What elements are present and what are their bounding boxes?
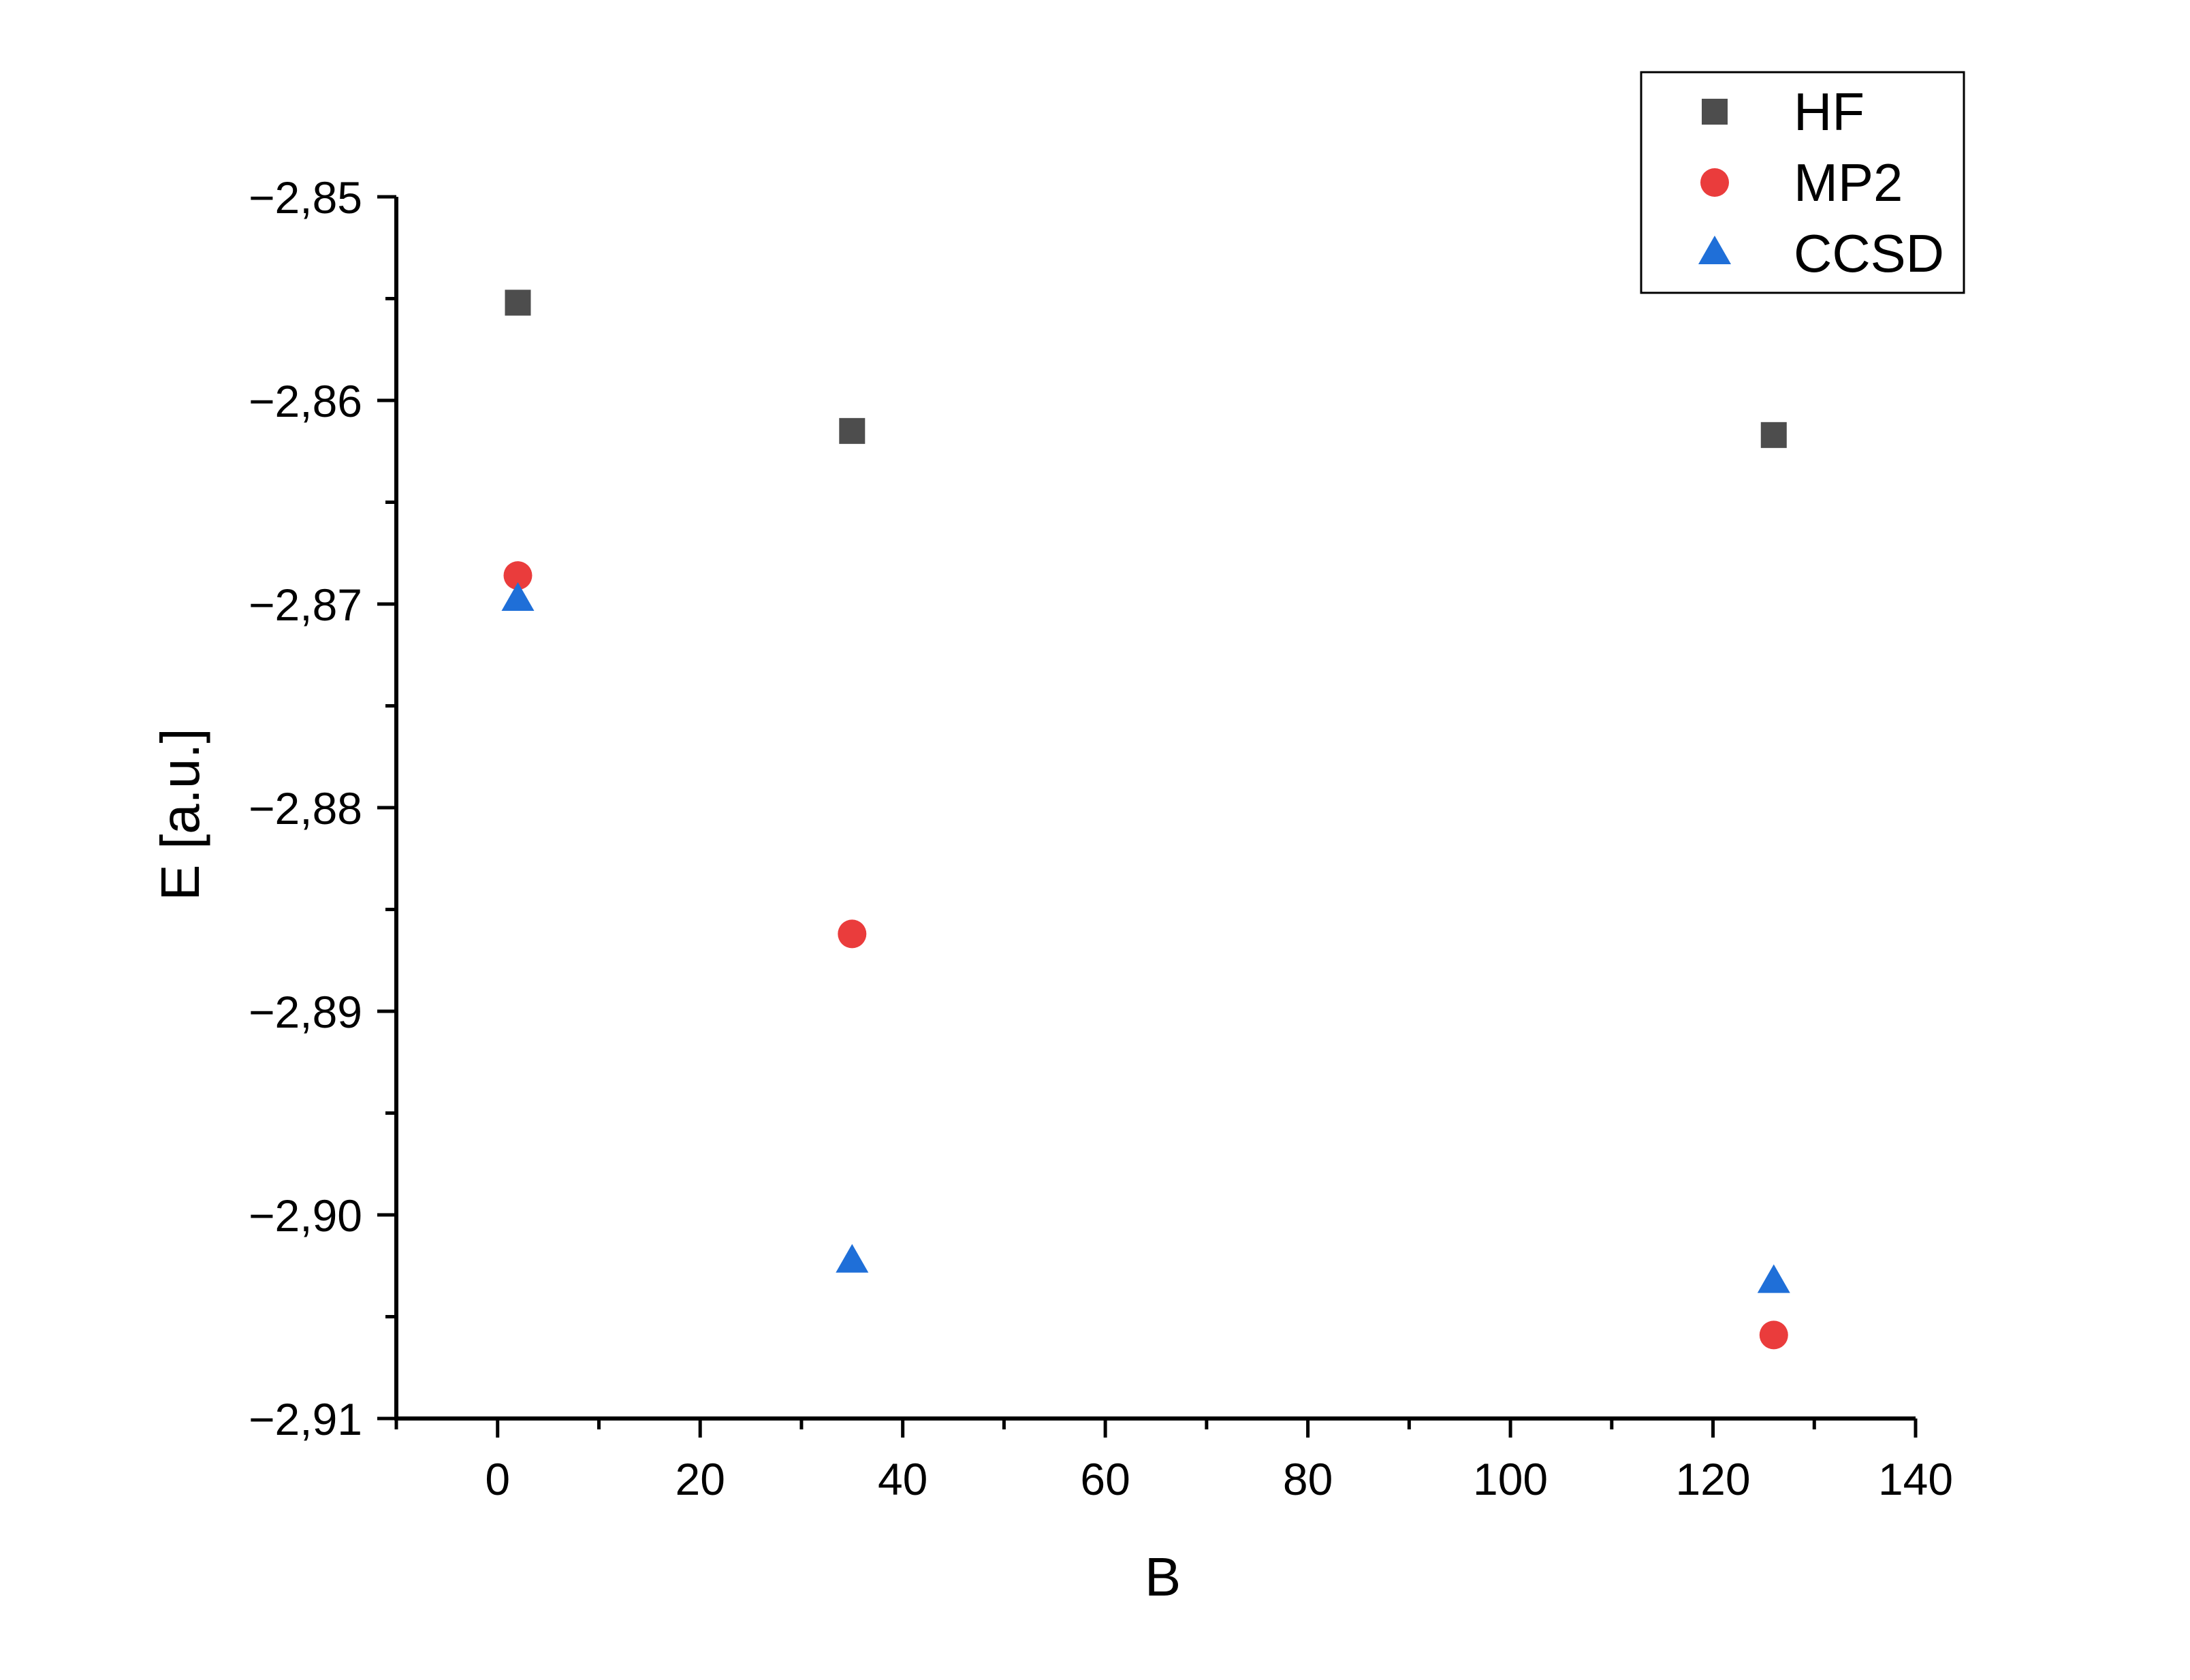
data-points — [501, 289, 1790, 1350]
legend: HF MP2 CCSD — [1640, 71, 1965, 294]
data-point-mp2 — [838, 919, 867, 949]
ticks: 0 20 40 60 80 100 120 140 −2,85 −2,86 −2,87 −2,88 −2… — [249, 172, 1953, 1504]
y-tick-label: −2,88 — [249, 783, 362, 834]
x-tick-label: 60 — [1080, 1454, 1130, 1504]
legend-marker-mp2 — [1700, 168, 1729, 197]
y-axis-title: E [a.u.] — [150, 728, 210, 900]
y-tick-label: −2,86 — [249, 376, 362, 426]
legend-box — [1640, 71, 1965, 294]
x-tick-label: 100 — [1473, 1454, 1548, 1504]
x-tick-label: 80 — [1283, 1454, 1333, 1504]
y-tick-label: −2,85 — [249, 172, 362, 223]
x-tick-label: 20 — [675, 1454, 725, 1504]
x-tick-label: 0 — [485, 1454, 510, 1504]
x-tick-label: 120 — [1675, 1454, 1750, 1504]
data-point-mp2 — [503, 561, 533, 590]
legend-label: CCSD — [1794, 223, 1944, 283]
legend-marker-ccsd — [1698, 235, 1731, 264]
x-tick-label: 140 — [1878, 1454, 1953, 1504]
legend-label: MP2 — [1794, 153, 1903, 212]
axes — [394, 197, 1916, 1421]
data-point-ccsd — [1757, 1264, 1790, 1293]
data-point-hf — [839, 417, 866, 444]
y-tick-label: −2,90 — [249, 1190, 362, 1241]
y-tick-label: −2,91 — [249, 1394, 362, 1444]
x-axis-title: B — [1145, 1547, 1181, 1607]
y-tick-label: −2,87 — [249, 580, 362, 630]
legend-label: HF — [1794, 82, 1864, 142]
x-tick-label: 40 — [878, 1454, 927, 1504]
data-point-hf — [1760, 422, 1787, 448]
y-tick-label: −2,89 — [249, 987, 362, 1037]
data-point-hf — [505, 289, 531, 316]
data-point-mp2 — [1759, 1320, 1788, 1350]
data-point-ccsd — [836, 1243, 869, 1273]
data-point-ccsd — [501, 582, 535, 611]
legend-marker-hf — [1702, 99, 1728, 125]
